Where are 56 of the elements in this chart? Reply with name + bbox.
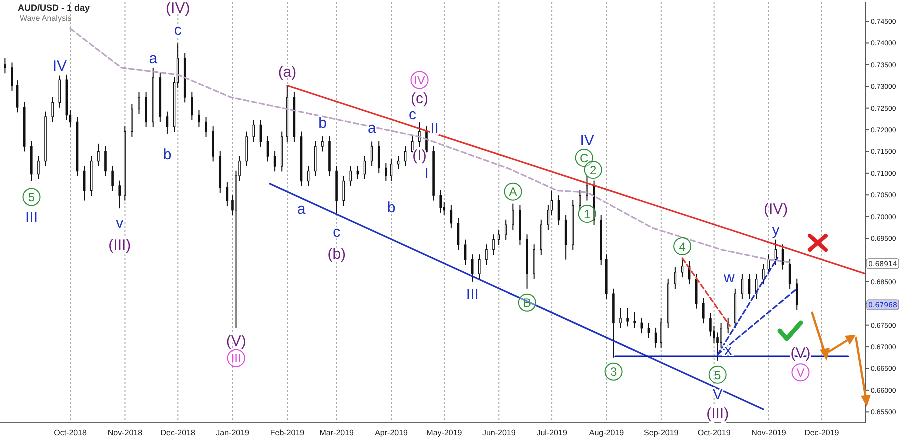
annotation: a	[368, 120, 377, 138]
annotation: 4	[679, 240, 686, 254]
annotation: III	[25, 210, 38, 227]
annotation: c	[333, 224, 342, 241]
annotation: b	[387, 200, 396, 217]
annotation: C	[580, 151, 589, 166]
text: Wave Analysis	[20, 14, 72, 23]
annotation: x	[724, 342, 733, 359]
annotation: 1	[584, 207, 591, 222]
annotation: (IV)	[166, 0, 190, 18]
annotation: c	[409, 106, 418, 124]
x-tick-label: Dec-2018	[160, 428, 196, 438]
annotation: (a)	[278, 64, 297, 82]
annotation: 2	[590, 163, 597, 178]
x-tick-label: Apr-2019	[375, 428, 409, 438]
annotation: a	[297, 200, 306, 218]
annotation: a	[149, 50, 158, 68]
annotation: (c)	[411, 90, 429, 108]
annotation: b	[318, 114, 327, 132]
x-tick-label: Jul-2019	[536, 428, 568, 438]
x-tick-label: Feb-2019	[270, 428, 306, 438]
chart-title: AUD/USD - 1 day	[18, 3, 90, 13]
annotation: IV	[580, 132, 594, 150]
annotation: v	[116, 214, 124, 232]
annotation: I	[424, 165, 429, 182]
x-tick-label: Nov-2019	[752, 428, 787, 438]
annotation: IV	[414, 74, 426, 88]
x-tick-label: Oct-2019	[698, 428, 732, 438]
annotation: w	[723, 269, 736, 286]
x-tick-label: Aug-2019	[589, 428, 625, 438]
annotation: 5	[28, 190, 36, 205]
x-tick-label: Jun-2019	[482, 428, 516, 438]
annotation: III	[466, 286, 479, 304]
annotation: (I)	[412, 147, 427, 164]
annotation: (V)	[226, 332, 246, 350]
x-tick-label: Dec-2019	[804, 428, 840, 438]
annotation: III	[231, 352, 242, 366]
x-tick-label: Sep-2019	[644, 428, 680, 438]
annotation: 5	[714, 368, 722, 382]
annotation: (III)	[706, 405, 730, 422]
annotation: b	[163, 146, 172, 164]
annotation: c	[174, 22, 182, 40]
annotation: 3	[610, 365, 618, 380]
annotation: V	[712, 386, 723, 404]
x-tick-label: Oct-2018	[54, 428, 88, 438]
annotation: (III)	[108, 236, 132, 254]
annotation: A	[509, 185, 518, 200]
annotation: (IV)	[764, 201, 788, 218]
annotation: y	[772, 222, 780, 240]
annotation: V	[796, 366, 805, 380]
annotation: (b)	[328, 246, 346, 263]
x-tick-label: Nov-2018	[108, 428, 144, 438]
x-tick-label: Mar-2019	[320, 428, 355, 438]
annotation: IV	[52, 58, 68, 76]
x-tick-label: Jan-2019	[216, 428, 250, 438]
x-tick-label: May-2019	[426, 428, 463, 438]
